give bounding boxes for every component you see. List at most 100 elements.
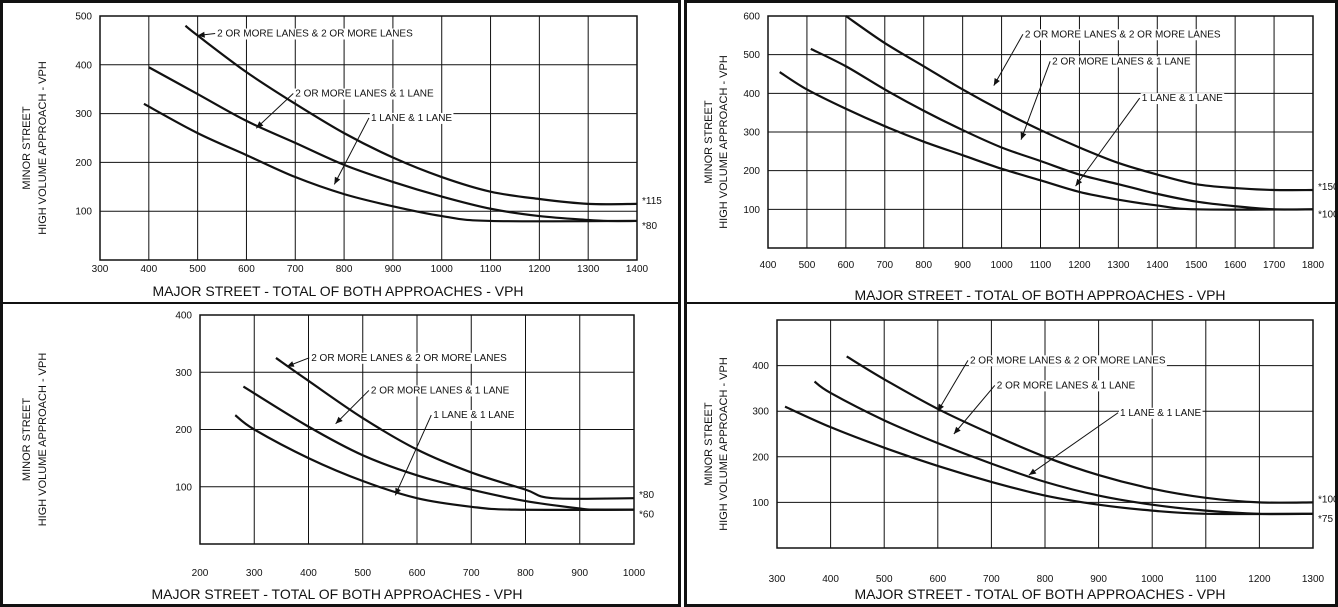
series-label-bg bbox=[1023, 29, 1222, 41]
series-label-bg bbox=[310, 352, 509, 364]
x-tick-label: 1300 bbox=[577, 264, 600, 275]
x-tick-label: 900 bbox=[1090, 574, 1107, 585]
series-label: 2 OR MORE LANES & 1 LANE bbox=[1052, 56, 1191, 67]
y-tick-label: 100 bbox=[743, 205, 760, 216]
x-tick-label: 500 bbox=[354, 568, 371, 579]
series-leader-line bbox=[1075, 97, 1141, 187]
y-tick-label: 200 bbox=[175, 425, 192, 436]
x-tick-label: 400 bbox=[300, 568, 317, 579]
y-tick-label: 500 bbox=[75, 12, 92, 23]
floor-value-label: *150 bbox=[1318, 182, 1338, 193]
y-tick-label: 100 bbox=[175, 482, 192, 493]
y-tick-label: 300 bbox=[175, 368, 192, 379]
y-tick-label: 600 bbox=[743, 12, 760, 23]
series-label-bg bbox=[1119, 407, 1203, 419]
x-tick-label: 800 bbox=[336, 264, 353, 275]
series-leader-line bbox=[993, 34, 1024, 86]
series-line bbox=[810, 47, 1314, 211]
series-arrowhead bbox=[993, 78, 1000, 86]
floor-value-label: *60 bbox=[639, 510, 654, 521]
series-label-bg bbox=[1140, 93, 1225, 105]
x-tick-label: 1100 bbox=[1030, 260, 1052, 271]
series-label: 2 OR MORE LANES & 1 LANE bbox=[295, 89, 434, 100]
series-label-bg bbox=[968, 355, 1167, 367]
series-arrowhead bbox=[256, 121, 264, 129]
x-tick-label: 400 bbox=[760, 260, 777, 271]
x-tick-label: 500 bbox=[189, 264, 206, 275]
series-label-bg bbox=[294, 88, 435, 100]
y-axis-label: HIGH VOLUME APPROACH - VPH bbox=[37, 353, 49, 527]
x-tick-label: 500 bbox=[799, 260, 816, 271]
x-tick-label: 900 bbox=[385, 264, 402, 275]
y-axis-label: HIGH VOLUME APPROACH - VPH bbox=[37, 61, 49, 235]
x-tick-label: 800 bbox=[1037, 574, 1054, 585]
series-label: 2 OR MORE LANES & 2 OR MORE LANES bbox=[217, 28, 413, 39]
series-label: 1 LANE & 1 LANE bbox=[1120, 408, 1201, 419]
chart-panel-top-left: 300 400 500 600 700 800 900 1000 1100 1200 1300 140… bbox=[21, 12, 662, 300]
y-axis-label: HIGH VOLUME APPROACH - VPH bbox=[718, 55, 730, 229]
x-tick-label: 300 bbox=[246, 568, 263, 579]
series-leader-line bbox=[1020, 61, 1051, 140]
series-line bbox=[779, 71, 1314, 211]
floor-value-label: *80 bbox=[639, 490, 654, 501]
y-axis-label: HIGH VOLUME APPROACH - VPH bbox=[718, 357, 730, 531]
y-axis-label: MINOR STREET bbox=[703, 100, 715, 183]
chart-panel-bottom-right: 300 400 500 600 700 800 900 1000 1100 1200 1300 100… bbox=[703, 319, 1338, 602]
x-tick-label: 1600 bbox=[1224, 260, 1247, 271]
series-arrowhead bbox=[953, 426, 961, 434]
x-tick-label: 1300 bbox=[1107, 260, 1130, 271]
series-line bbox=[275, 357, 635, 500]
y-tick-label: 500 bbox=[743, 50, 760, 61]
x-tick-label: 700 bbox=[876, 260, 893, 271]
x-tick-label: 600 bbox=[409, 568, 426, 579]
series-line bbox=[234, 414, 635, 511]
x-tick-label: 1200 bbox=[1248, 574, 1271, 585]
floor-value-label: *80 bbox=[642, 221, 657, 232]
x-tick-label: 1100 bbox=[1195, 574, 1217, 585]
series-label: 1 LANE & 1 LANE bbox=[371, 113, 452, 124]
series-line bbox=[143, 102, 638, 223]
x-tick-label: 700 bbox=[287, 264, 304, 275]
x-tick-label: 600 bbox=[238, 264, 255, 275]
x-tick-label: 700 bbox=[983, 574, 1000, 585]
plot-area bbox=[99, 15, 638, 261]
right-frame bbox=[684, 0, 1338, 607]
series-label-bg bbox=[369, 385, 511, 397]
y-axis-label: MINOR STREET bbox=[21, 106, 33, 189]
series-label: 2 OR MORE LANES & 1 LANE bbox=[997, 380, 1136, 391]
series-line bbox=[184, 24, 638, 206]
series-arrowhead bbox=[937, 403, 944, 412]
series-arrowhead bbox=[1075, 178, 1083, 187]
x-axis-label: MAJOR STREET - TOTAL OF BOTH APPROACHES … bbox=[854, 287, 1225, 303]
series-line bbox=[846, 355, 1314, 504]
y-tick-label: 300 bbox=[752, 407, 769, 418]
x-tick-label: 1800 bbox=[1302, 260, 1325, 271]
x-tick-label: 200 bbox=[192, 568, 209, 579]
series-arrowhead bbox=[335, 416, 343, 424]
series-label: 2 OR MORE LANES & 2 OR MORE LANES bbox=[1025, 29, 1221, 40]
series-label: 2 OR MORE LANES & 1 LANE bbox=[371, 385, 510, 396]
y-tick-label: 200 bbox=[743, 166, 760, 177]
x-axis-label: MAJOR STREET - TOTAL OF BOTH APPROACHES … bbox=[151, 586, 522, 602]
floor-value-label: *75 bbox=[1318, 514, 1333, 525]
y-tick-label: 100 bbox=[752, 498, 769, 509]
x-axis-label: MAJOR STREET - TOTAL OF BOTH APPROACHES … bbox=[854, 586, 1225, 602]
x-tick-label: 700 bbox=[463, 568, 480, 579]
series-arrowhead bbox=[1028, 468, 1037, 476]
series-leader-line bbox=[937, 360, 969, 412]
x-tick-label: 1000 bbox=[623, 568, 646, 579]
series-leader-line bbox=[255, 93, 294, 129]
x-tick-label: 500 bbox=[876, 574, 893, 585]
x-axis-label: MAJOR STREET - TOTAL OF BOTH APPROACHES … bbox=[152, 283, 523, 299]
y-tick-label: 400 bbox=[752, 361, 769, 372]
series-label: 1 LANE & 1 LANE bbox=[433, 410, 514, 421]
series-leader-line bbox=[333, 117, 370, 185]
x-tick-label: 1000 bbox=[990, 260, 1013, 271]
series-arrowhead bbox=[286, 361, 295, 367]
y-axis-label: MINOR STREET bbox=[703, 402, 715, 485]
series-label-bg bbox=[1051, 56, 1192, 68]
series-line bbox=[845, 15, 1314, 192]
series-label: 2 OR MORE LANES & 2 OR MORE LANES bbox=[311, 353, 507, 364]
y-tick-label: 300 bbox=[743, 128, 760, 139]
x-tick-label: 400 bbox=[140, 264, 157, 275]
